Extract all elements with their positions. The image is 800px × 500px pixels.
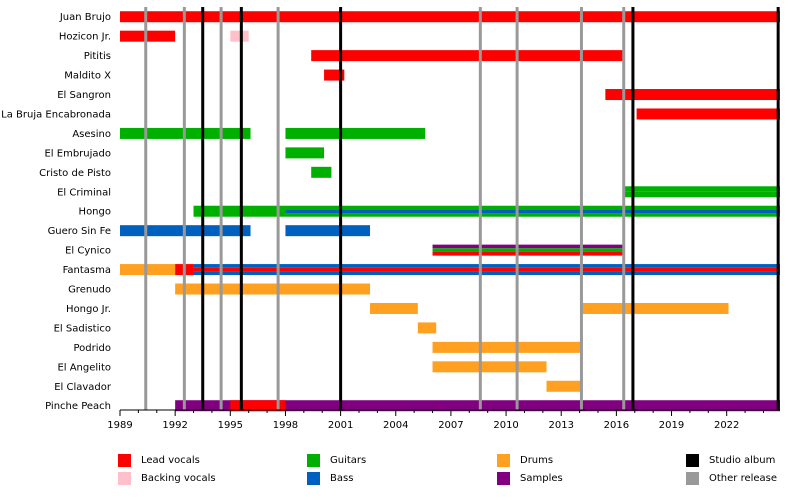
- member-label: Hongo: [79, 207, 111, 218]
- bar-samples: [432, 244, 624, 249]
- bar-guitars: [285, 127, 426, 139]
- bar-guitars: [285, 213, 780, 217]
- bar-drums: [120, 264, 176, 276]
- member-label: Pinche Peach: [45, 401, 111, 412]
- member-label: Fantasma: [63, 265, 111, 276]
- member-label: La Bruja Encabronada: [1, 109, 111, 120]
- member-label: Guero Sin Fe: [48, 226, 111, 237]
- member-label: Podrido: [74, 343, 112, 354]
- x-tick-label: 2007: [438, 420, 463, 431]
- legend-swatch: [497, 453, 510, 467]
- legend-item-guitars: Guitars: [307, 452, 366, 468]
- x-tick-label: 2001: [328, 420, 353, 431]
- legend-item-backing-vocals: Backing vocals: [118, 470, 216, 486]
- legend-swatch: [686, 471, 699, 485]
- legend-item-other-release: Other release: [686, 470, 777, 486]
- legend-swatch: [307, 453, 320, 467]
- member-label: Hongo Jr.: [66, 304, 111, 315]
- bar-lead-vocals: [193, 267, 780, 272]
- bar-guitars: [623, 186, 780, 192]
- member-label: Juan Brujo: [59, 12, 111, 23]
- bar-drums: [417, 322, 437, 334]
- bar-bass: [285, 209, 780, 214]
- legend: Lead vocals Backing vocals Guitars Bass …: [0, 450, 800, 500]
- member-label: El Sangron: [57, 90, 111, 101]
- legend-item-lead-vocals: Lead vocals: [118, 452, 200, 468]
- x-tick-label: 2013: [548, 420, 573, 431]
- member-label: Cristo de Pisto: [39, 168, 111, 179]
- bar-samples: [175, 400, 780, 412]
- bar-backing-vocals: [230, 30, 249, 42]
- legend-label: Bass: [330, 472, 354, 484]
- bar-drums: [432, 361, 547, 373]
- bar-drums: [432, 341, 582, 353]
- member-label: Asesino: [72, 129, 111, 140]
- legend-label: Backing vocals: [141, 472, 216, 484]
- legend-label: Lead vocals: [141, 454, 200, 466]
- member-label: Maldito X: [64, 71, 111, 82]
- member-label: El Sadistico: [54, 323, 111, 334]
- legend-swatch: [118, 471, 131, 485]
- bar-drums: [581, 302, 729, 314]
- legend-label: Studio album: [709, 454, 776, 466]
- bar-guitars: [623, 191, 780, 198]
- bar-drums: [546, 380, 582, 392]
- legend-swatch: [118, 453, 131, 467]
- bar-lead-vocals: [120, 11, 780, 23]
- x-tick-label: 1995: [218, 420, 243, 431]
- member-label: El Clavador: [54, 382, 112, 393]
- legend-label: Guitars: [330, 454, 367, 466]
- bar-guitars: [432, 248, 624, 252]
- x-tick-label: 2004: [383, 420, 408, 431]
- x-tick-label: 2022: [714, 420, 739, 431]
- bar-lead-vocals: [605, 89, 780, 101]
- x-tick-label: 2016: [604, 420, 629, 431]
- member-labels-layer: Juan Brujo Hozicon Jr. Pititis Maldito X El …: [1, 12, 112, 412]
- member-label: El Embrujado: [44, 148, 111, 159]
- legend-item-studio-album: Studio album: [686, 452, 775, 468]
- legend-item-drums: Drums: [497, 452, 553, 468]
- legend-item-bass: Bass: [307, 470, 353, 486]
- member-label: El Angelito: [57, 362, 111, 373]
- legend-label: Samples: [520, 472, 563, 484]
- bar-lead-vocals: [324, 69, 345, 81]
- bar-lead-vocals: [311, 50, 624, 62]
- bar-lead-vocals: [432, 251, 624, 256]
- bar-bass: [193, 271, 780, 276]
- member-label: El Cynico: [65, 246, 111, 257]
- legend-label: Other release: [709, 472, 778, 484]
- x-tick-label: 2010: [493, 420, 518, 431]
- bar-guitars: [193, 205, 286, 217]
- x-tick-label: 1998: [273, 420, 298, 431]
- bar-lead-vocals: [636, 108, 780, 120]
- bar-guitars: [311, 166, 332, 178]
- bar-drums: [175, 283, 371, 295]
- bars-layer: [120, 11, 780, 412]
- bar-guitars: [285, 147, 325, 159]
- bar-bass: [193, 264, 780, 268]
- legend-swatch: [686, 453, 699, 467]
- band-timeline-chart: Juan Brujo Hozicon Jr. Pititis Maldito X El …: [1, 7, 780, 431]
- member-label: El Criminal: [57, 187, 111, 198]
- x-tick-label: 1989: [107, 420, 132, 431]
- bar-guitars: [285, 205, 780, 210]
- bar-bass: [285, 225, 371, 237]
- x-tick-label: 1992: [162, 420, 187, 431]
- x-axis: 1989 1992 1995 1998 2001 2004 2007 2010 2013 2016…: [107, 409, 780, 431]
- legend-swatch: [497, 471, 510, 485]
- member-label: Grenudo: [68, 285, 111, 296]
- release-lines-layer: [144, 7, 780, 410]
- bar-drums: [370, 302, 418, 314]
- legend-swatch: [307, 471, 320, 485]
- member-label: Pititis: [84, 51, 111, 62]
- legend-label: Drums: [520, 454, 554, 466]
- legend-item-samples: Samples: [497, 470, 563, 486]
- bar-lead-vocals: [230, 400, 286, 412]
- x-tick-label: 2019: [659, 420, 684, 431]
- bar-lead-vocals: [120, 30, 176, 42]
- member-label: Hozicon Jr.: [59, 32, 111, 43]
